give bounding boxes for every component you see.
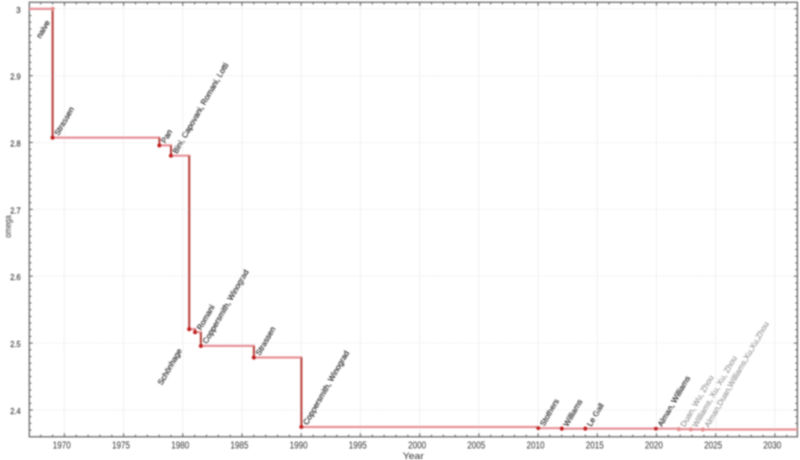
svg-text:1975: 1975 xyxy=(112,441,130,452)
svg-text:1970: 1970 xyxy=(53,441,71,452)
svg-text:2000: 2000 xyxy=(408,441,426,452)
svg-text:3: 3 xyxy=(16,6,21,15)
svg-text:2010: 2010 xyxy=(527,441,545,452)
svg-text:2.8: 2.8 xyxy=(10,140,21,149)
svg-text:2.9: 2.9 xyxy=(10,73,21,82)
svg-text:1985: 1985 xyxy=(230,441,248,452)
svg-text:2015: 2015 xyxy=(586,441,604,452)
svg-text:1980: 1980 xyxy=(171,441,189,452)
svg-text:Year: Year xyxy=(403,451,424,460)
svg-text:2.7: 2.7 xyxy=(10,206,21,215)
svg-text:2030: 2030 xyxy=(763,441,781,452)
svg-text:2025: 2025 xyxy=(704,441,722,452)
svg-text:omega: omega xyxy=(3,215,13,238)
svg-text:2.4: 2.4 xyxy=(10,407,21,416)
svg-text:1995: 1995 xyxy=(349,441,367,452)
svg-text:1990: 1990 xyxy=(290,441,308,452)
svg-text:2.6: 2.6 xyxy=(10,273,21,282)
svg-text:2020: 2020 xyxy=(645,441,663,452)
svg-text:2.5: 2.5 xyxy=(10,340,21,349)
svg-text:2005: 2005 xyxy=(467,441,485,452)
